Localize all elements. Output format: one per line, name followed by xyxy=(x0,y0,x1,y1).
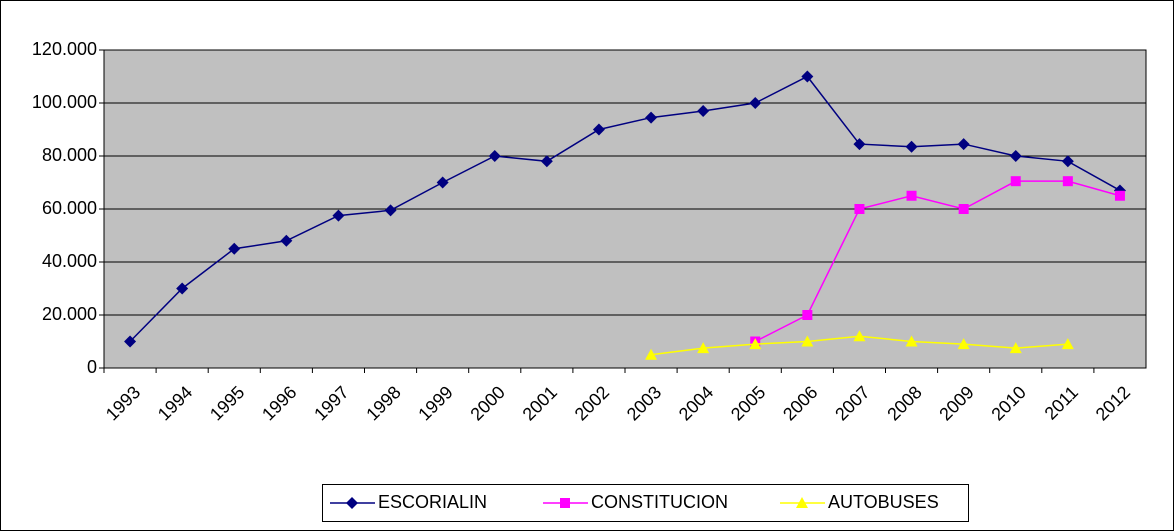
marker xyxy=(697,104,710,117)
legend-label: CONSTITUCION xyxy=(591,492,728,512)
marker xyxy=(854,204,865,214)
marker xyxy=(749,97,762,109)
marker xyxy=(801,335,814,347)
marker xyxy=(853,138,866,151)
marker xyxy=(124,335,137,348)
marker xyxy=(853,330,866,342)
marker xyxy=(1010,176,1021,187)
legend-box xyxy=(322,484,969,522)
marker xyxy=(1061,338,1074,350)
series-line xyxy=(754,180,1121,343)
y-tick-label: 20.000 xyxy=(42,304,97,324)
series-line xyxy=(129,75,1121,343)
marker xyxy=(228,242,241,255)
marker xyxy=(905,335,918,347)
y-tick-label: 120.000 xyxy=(32,39,97,59)
legend-marker xyxy=(560,498,570,508)
marker xyxy=(957,138,970,151)
marker xyxy=(645,348,658,360)
marker xyxy=(697,342,710,354)
y-tick-label: 80.000 xyxy=(42,145,97,165)
marker xyxy=(958,204,969,214)
marker xyxy=(436,176,449,189)
y-tick-label: 100.000 xyxy=(32,92,97,112)
marker xyxy=(645,111,658,124)
marker xyxy=(801,70,814,83)
marker xyxy=(384,204,397,217)
legend-marker xyxy=(796,497,808,508)
marker xyxy=(488,150,501,162)
marker xyxy=(749,338,762,350)
marker xyxy=(1009,150,1022,162)
marker xyxy=(905,140,918,153)
marker xyxy=(1114,190,1125,201)
y-tick-label: 0 xyxy=(87,357,97,377)
legend-label: ESCORIALIN xyxy=(378,492,487,512)
marker xyxy=(592,123,605,136)
y-tick-label: 60.000 xyxy=(42,198,97,218)
marker xyxy=(1061,155,1074,168)
marker xyxy=(1009,342,1022,354)
marker xyxy=(540,155,553,168)
y-tick-label: 40.000 xyxy=(42,251,97,271)
marker xyxy=(957,338,970,350)
marker xyxy=(280,234,293,247)
marker xyxy=(176,282,189,295)
marker xyxy=(906,190,917,201)
marker xyxy=(802,310,813,320)
legend-label: AUTOBUSES xyxy=(828,492,939,512)
marker xyxy=(332,209,345,222)
marker xyxy=(1062,176,1073,187)
legend-marker xyxy=(346,497,358,509)
